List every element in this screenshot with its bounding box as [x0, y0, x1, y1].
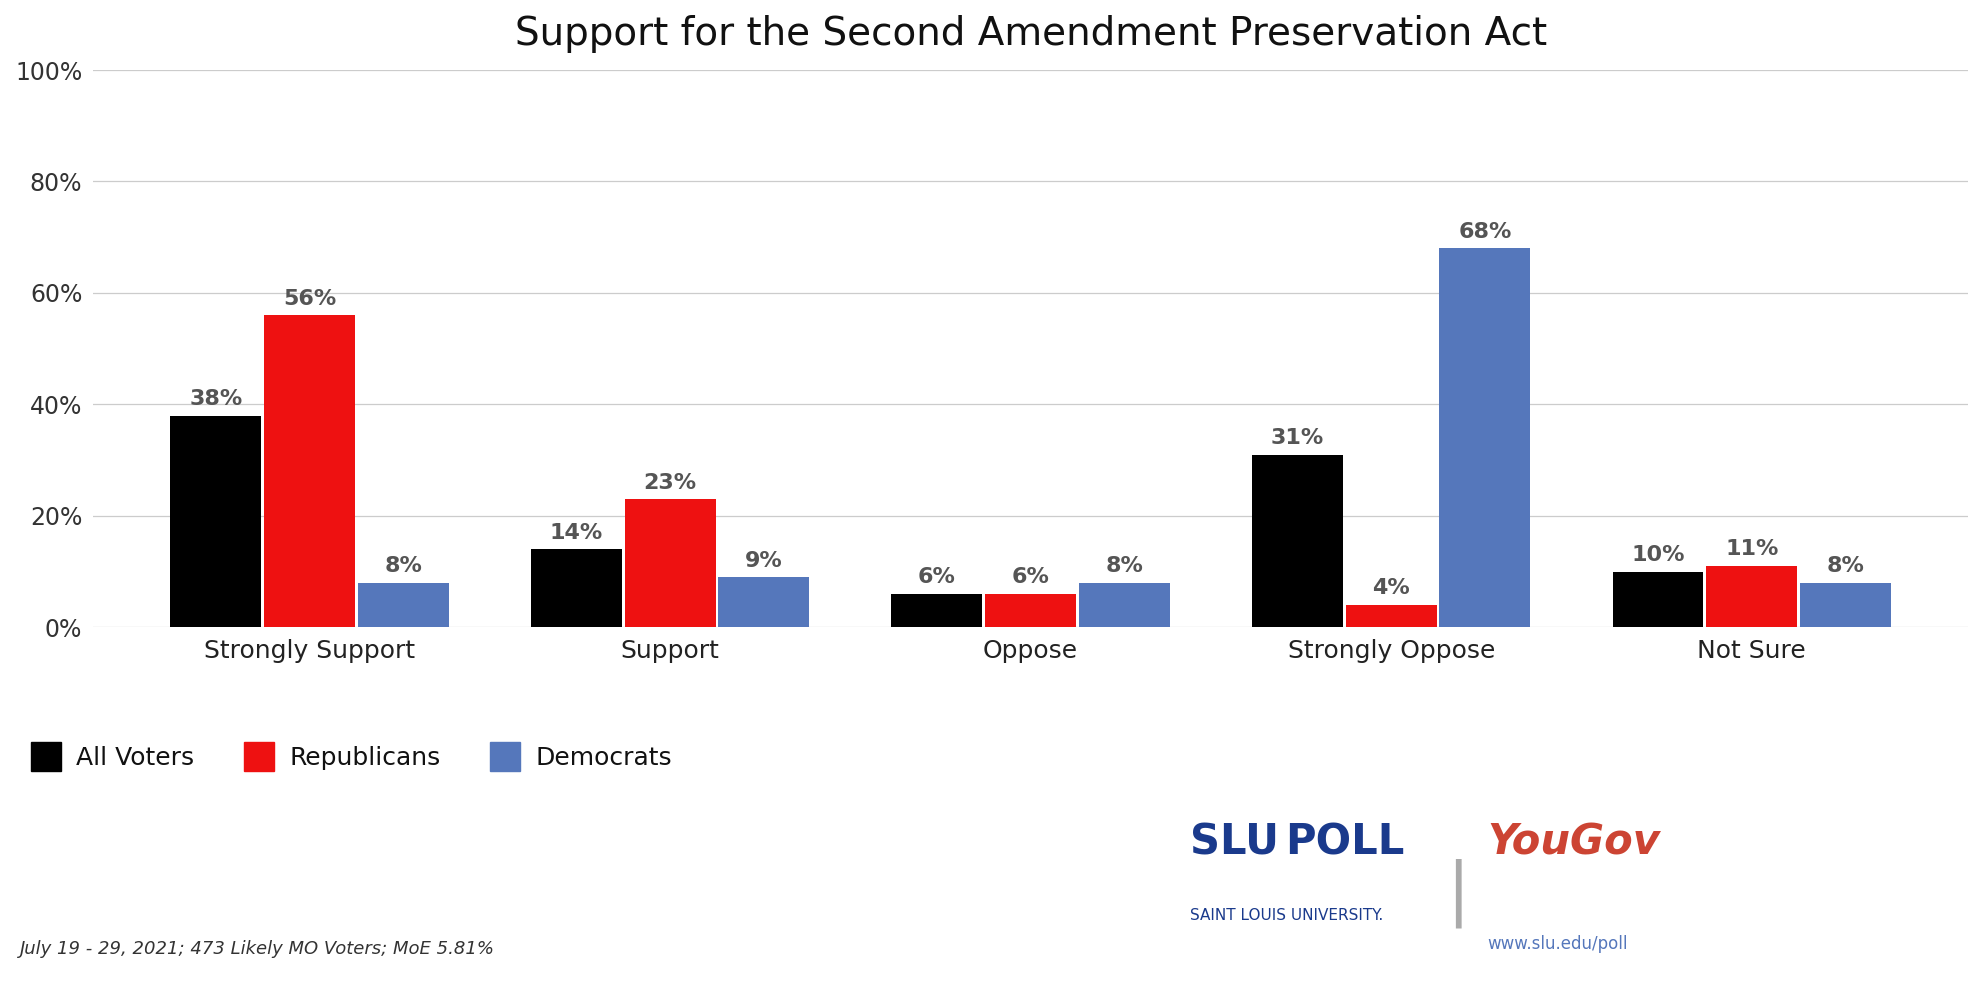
Text: 8%: 8%: [385, 556, 422, 576]
Bar: [892, 594, 981, 628]
Bar: [264, 316, 355, 628]
Bar: [985, 594, 1076, 628]
Text: 14%: 14%: [549, 522, 603, 543]
Text: July 19 - 29, 2021; 473 Likely MO Voters; MoE 5.81%: July 19 - 29, 2021; 473 Likely MO Voters…: [20, 940, 496, 958]
Bar: [1439, 248, 1530, 628]
Bar: [1611, 572, 1703, 628]
Text: 4%: 4%: [1372, 579, 1409, 599]
Text: 8%: 8%: [1825, 556, 1863, 576]
Bar: [531, 549, 622, 628]
Legend: All Voters, Republicans, Democrats: All Voters, Republicans, Democrats: [32, 742, 672, 771]
Bar: [1705, 566, 1796, 628]
Title: Support for the Second Amendment Preservation Act: Support for the Second Amendment Preserv…: [515, 15, 1546, 53]
Text: 6%: 6%: [918, 567, 955, 587]
Text: 31%: 31%: [1270, 428, 1324, 448]
Text: www.slu.edu/poll: www.slu.edu/poll: [1486, 935, 1627, 953]
Bar: [359, 583, 448, 628]
Text: 8%: 8%: [1104, 556, 1144, 576]
Text: 56%: 56%: [283, 289, 337, 309]
Text: 68%: 68%: [1457, 221, 1510, 241]
Text: 38%: 38%: [188, 389, 242, 409]
Text: 6%: 6%: [1011, 567, 1048, 587]
Text: |: |: [1445, 859, 1469, 928]
Bar: [717, 577, 809, 628]
Text: 10%: 10%: [1631, 545, 1685, 565]
Text: YouGov: YouGov: [1486, 822, 1659, 864]
Bar: [1078, 583, 1169, 628]
Bar: [1800, 583, 1891, 628]
Bar: [624, 499, 716, 628]
Bar: [1346, 605, 1435, 628]
Bar: [1251, 455, 1342, 628]
Bar: [170, 416, 262, 628]
Text: 9%: 9%: [745, 550, 783, 571]
Text: SAINT LOUIS UNIVERSITY.: SAINT LOUIS UNIVERSITY.: [1189, 909, 1381, 923]
Text: 23%: 23%: [644, 473, 696, 493]
Text: 11%: 11%: [1724, 539, 1778, 559]
Text: POLL: POLL: [1284, 822, 1403, 864]
Text: SLU: SLU: [1189, 822, 1292, 864]
